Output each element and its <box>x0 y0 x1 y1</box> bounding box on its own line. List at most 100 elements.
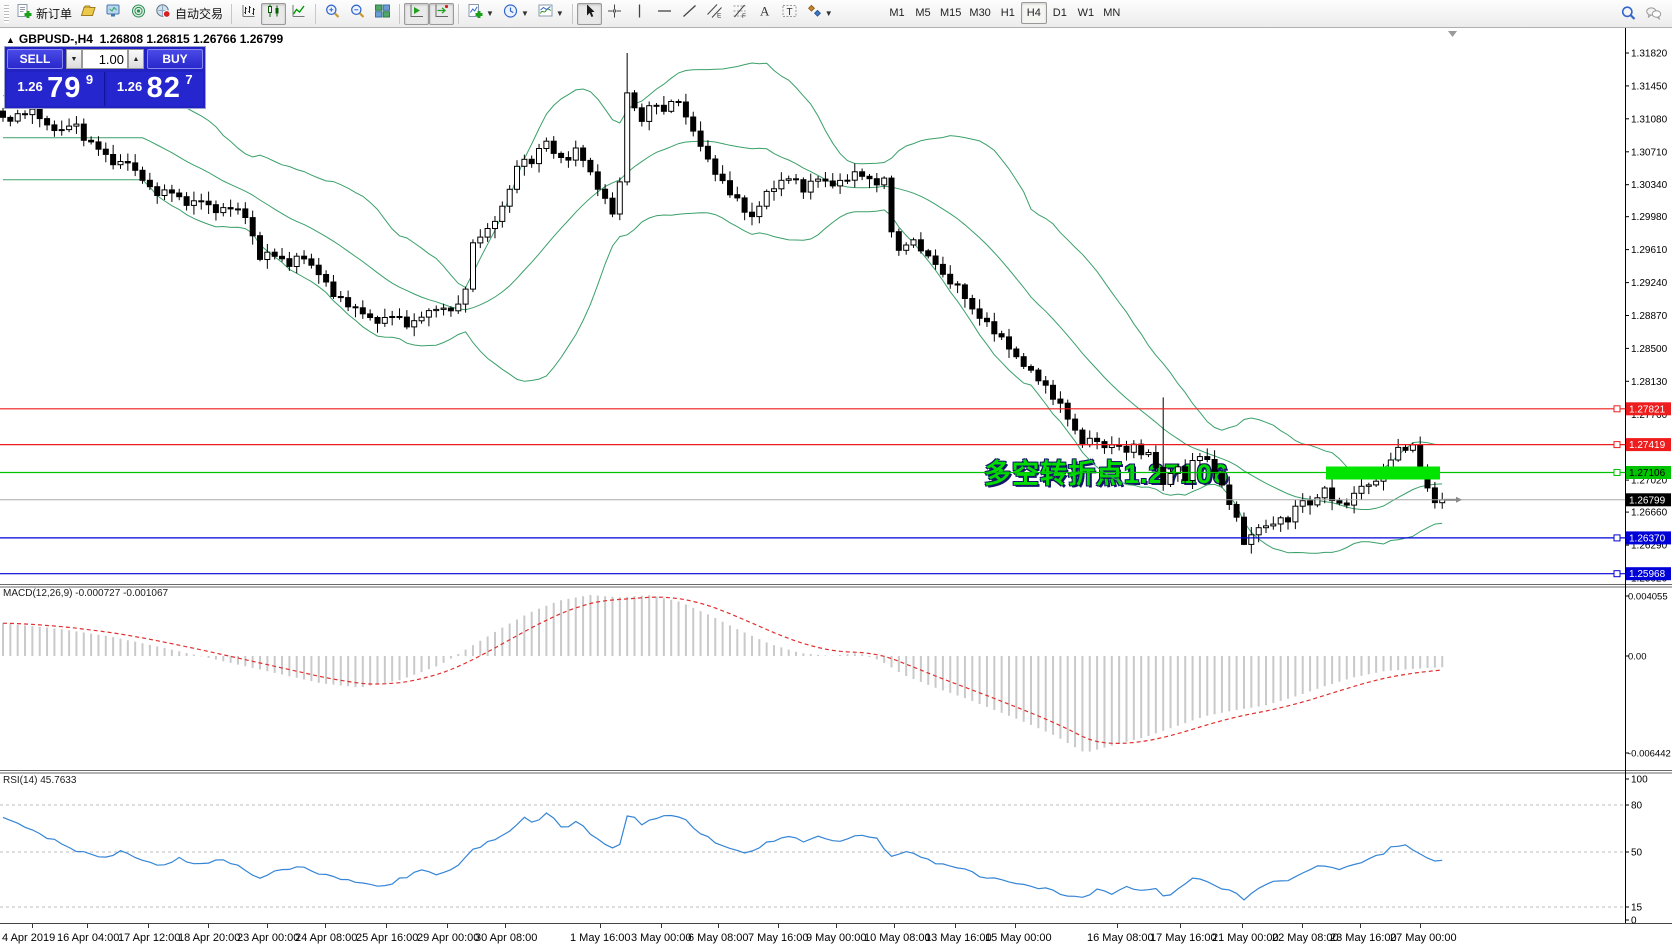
svg-text:1.26290: 1.26290 <box>1631 541 1668 552</box>
zoom-in-icon <box>324 3 341 24</box>
timeframe-M30[interactable]: M30 <box>969 7 991 19</box>
toolbar-button-candle-chart[interactable] <box>261 2 287 25</box>
sell-price-tile[interactable]: 1.26 79 9 <box>7 72 105 106</box>
timeframe-MN[interactable]: MN <box>1103 7 1121 19</box>
fibo-icon: F <box>731 3 748 24</box>
sell-price-prefix: 1.26 <box>17 79 43 94</box>
buy-button[interactable]: BUY <box>147 49 203 69</box>
timeframe-M5[interactable]: M5 <box>915 7 931 19</box>
time-tick <box>1242 924 1243 928</box>
time-label: 4 Apr 2019 <box>2 932 56 944</box>
time-tick <box>148 924 149 928</box>
chat-icon[interactable] <box>1641 2 1666 24</box>
volume-input[interactable] <box>82 49 128 69</box>
time-tick <box>505 924 506 928</box>
toolbar-button-chart-shift[interactable] <box>429 2 455 25</box>
toolbar-button-vertical-line[interactable] <box>627 3 652 25</box>
toolbar-button-zoom-out[interactable] <box>345 3 370 25</box>
toolbar-button-horizontal-line[interactable] <box>652 3 677 25</box>
toolbar-button-autotrading[interactable]: 自动交易 <box>151 3 227 25</box>
toolbar-button-arrows[interactable]: ▼ <box>802 3 837 25</box>
bars-icon <box>240 3 257 24</box>
svg-text:1.25968: 1.25968 <box>1629 569 1666 580</box>
svg-text:0: 0 <box>1631 916 1637 925</box>
toolbar-button-tile-windows[interactable] <box>370 3 395 25</box>
timeframe-M15[interactable]: M15 <box>940 7 962 19</box>
time-label: 22 May 08:00 <box>1272 932 1339 944</box>
text-t-icon: T <box>781 3 798 24</box>
time-tick <box>87 924 88 928</box>
tline-icon <box>681 3 698 24</box>
chevron-down-icon[interactable]: ▼ <box>555 9 564 18</box>
timeframe-W1[interactable]: W1 <box>1077 7 1095 19</box>
buy-price-main: 82 <box>146 72 181 104</box>
timeframe-H4[interactable]: H4 <box>1020 2 1047 24</box>
svg-text:1.27106: 1.27106 <box>1629 468 1666 479</box>
time-tick <box>386 924 387 928</box>
time-tick <box>661 924 662 928</box>
svg-text:1.26660: 1.26660 <box>1631 508 1668 519</box>
main-toolbar: 新订单 自动交易 ▼ ▼ ▼ E F A T ▼ M1 M5 M15 M30 H1 H4 D1 W1 MN <box>0 0 1672 28</box>
time-label: 17 Apr 12:00 <box>118 932 181 944</box>
toolbar-separator <box>571 3 573 24</box>
time-tick <box>836 924 837 928</box>
time-label: 16 May 08:00 <box>1087 932 1154 944</box>
toolbar-button-line-chart[interactable] <box>286 3 311 25</box>
svg-text:1.28500: 1.28500 <box>1631 344 1668 355</box>
time-axis[interactable]: 4 Apr 2019 16 Apr 04:00 17 Apr 12:00 18 Apr… <box>0 924 1672 952</box>
collapse-icon[interactable]: ▲ <box>6 35 15 45</box>
time-label: 30 Apr 08:00 <box>475 932 538 944</box>
cursor-icon <box>581 3 598 24</box>
chart-canvas[interactable]: 1.31820 1.31450 1.31080 1.30710 1.30340 1.299… <box>0 28 1672 924</box>
toolbar-button-new-order[interactable]: 新订单 <box>12 3 76 25</box>
toolbar-button-metaeditor[interactable] <box>76 3 101 25</box>
toolbar-button-navigator[interactable] <box>126 3 151 25</box>
toolbar-button-fibonacci[interactable]: F <box>727 3 752 25</box>
toolbar-button-auto-scroll[interactable] <box>404 2 430 25</box>
time-tick <box>1117 924 1118 928</box>
time-label: 24 Apr 08:00 <box>295 932 358 944</box>
time-tick <box>894 924 895 928</box>
sell-button[interactable]: SELL <box>7 49 63 69</box>
timeframe-M1[interactable]: M1 <box>889 7 905 19</box>
time-label: 6 May 08:00 <box>688 932 749 944</box>
template-icon <box>537 3 554 24</box>
chevron-down-icon[interactable]: ▼ <box>824 9 833 18</box>
time-label: 21 May 00:00 <box>1212 932 1279 944</box>
toolbar-button-indicators[interactable]: ▼ <box>463 3 498 25</box>
volume-decrease-button[interactable]: ▼ <box>66 49 82 69</box>
time-tick <box>1302 924 1303 928</box>
channel-icon: E <box>706 3 723 24</box>
time-tick <box>447 924 448 928</box>
timeframe-H1[interactable]: H1 <box>1000 7 1015 19</box>
timeframe-D1[interactable]: D1 <box>1052 7 1067 19</box>
toolbar-button-text-label[interactable]: T <box>777 3 802 25</box>
chevron-down-icon[interactable]: ▼ <box>520 9 529 18</box>
chart-window: 多空转折点1.27106 1.31820 1.31450 1.31080 1.3071… <box>0 28 1672 952</box>
toolbar-button-cursor[interactable] <box>576 2 602 25</box>
time-label: 23 May 16:00 <box>1330 932 1397 944</box>
svg-text:1.30710: 1.30710 <box>1631 147 1668 158</box>
toolbar-grip[interactable] <box>4 4 9 23</box>
toolbar-button-text[interactable]: A <box>752 3 777 25</box>
one-click-trading-panel: SELL ▼ ▲ BUY 1.26 79 9 1.26 82 7 <box>4 46 206 109</box>
volume-increase-button[interactable]: ▲ <box>128 49 144 69</box>
chevron-down-icon[interactable]: ▼ <box>486 9 494 18</box>
toolbar-button-trendline[interactable] <box>677 3 702 25</box>
order-icon <box>16 3 33 24</box>
time-label: 15 May 00:00 <box>985 932 1052 944</box>
toolbar-button-crosshair[interactable] <box>602 3 627 25</box>
toolbar-button-charts[interactable] <box>101 3 126 25</box>
buy-price-tile[interactable]: 1.26 82 7 <box>106 72 203 106</box>
folder-icon <box>80 3 97 24</box>
search-icon[interactable] <box>1616 2 1641 24</box>
svg-text:50: 50 <box>1631 848 1643 859</box>
svg-text:1.31080: 1.31080 <box>1631 114 1668 125</box>
toolbar-button-templates[interactable]: ▼ <box>533 3 568 25</box>
toolbar-button-periods[interactable]: ▼ <box>498 3 533 25</box>
scroll-icon <box>408 3 425 24</box>
toolbar-button-zoom-in[interactable] <box>320 3 345 25</box>
time-tick <box>718 924 719 928</box>
toolbar-button-bar-chart[interactable] <box>236 3 261 25</box>
toolbar-button-equidistant-channel[interactable]: E <box>702 3 727 25</box>
